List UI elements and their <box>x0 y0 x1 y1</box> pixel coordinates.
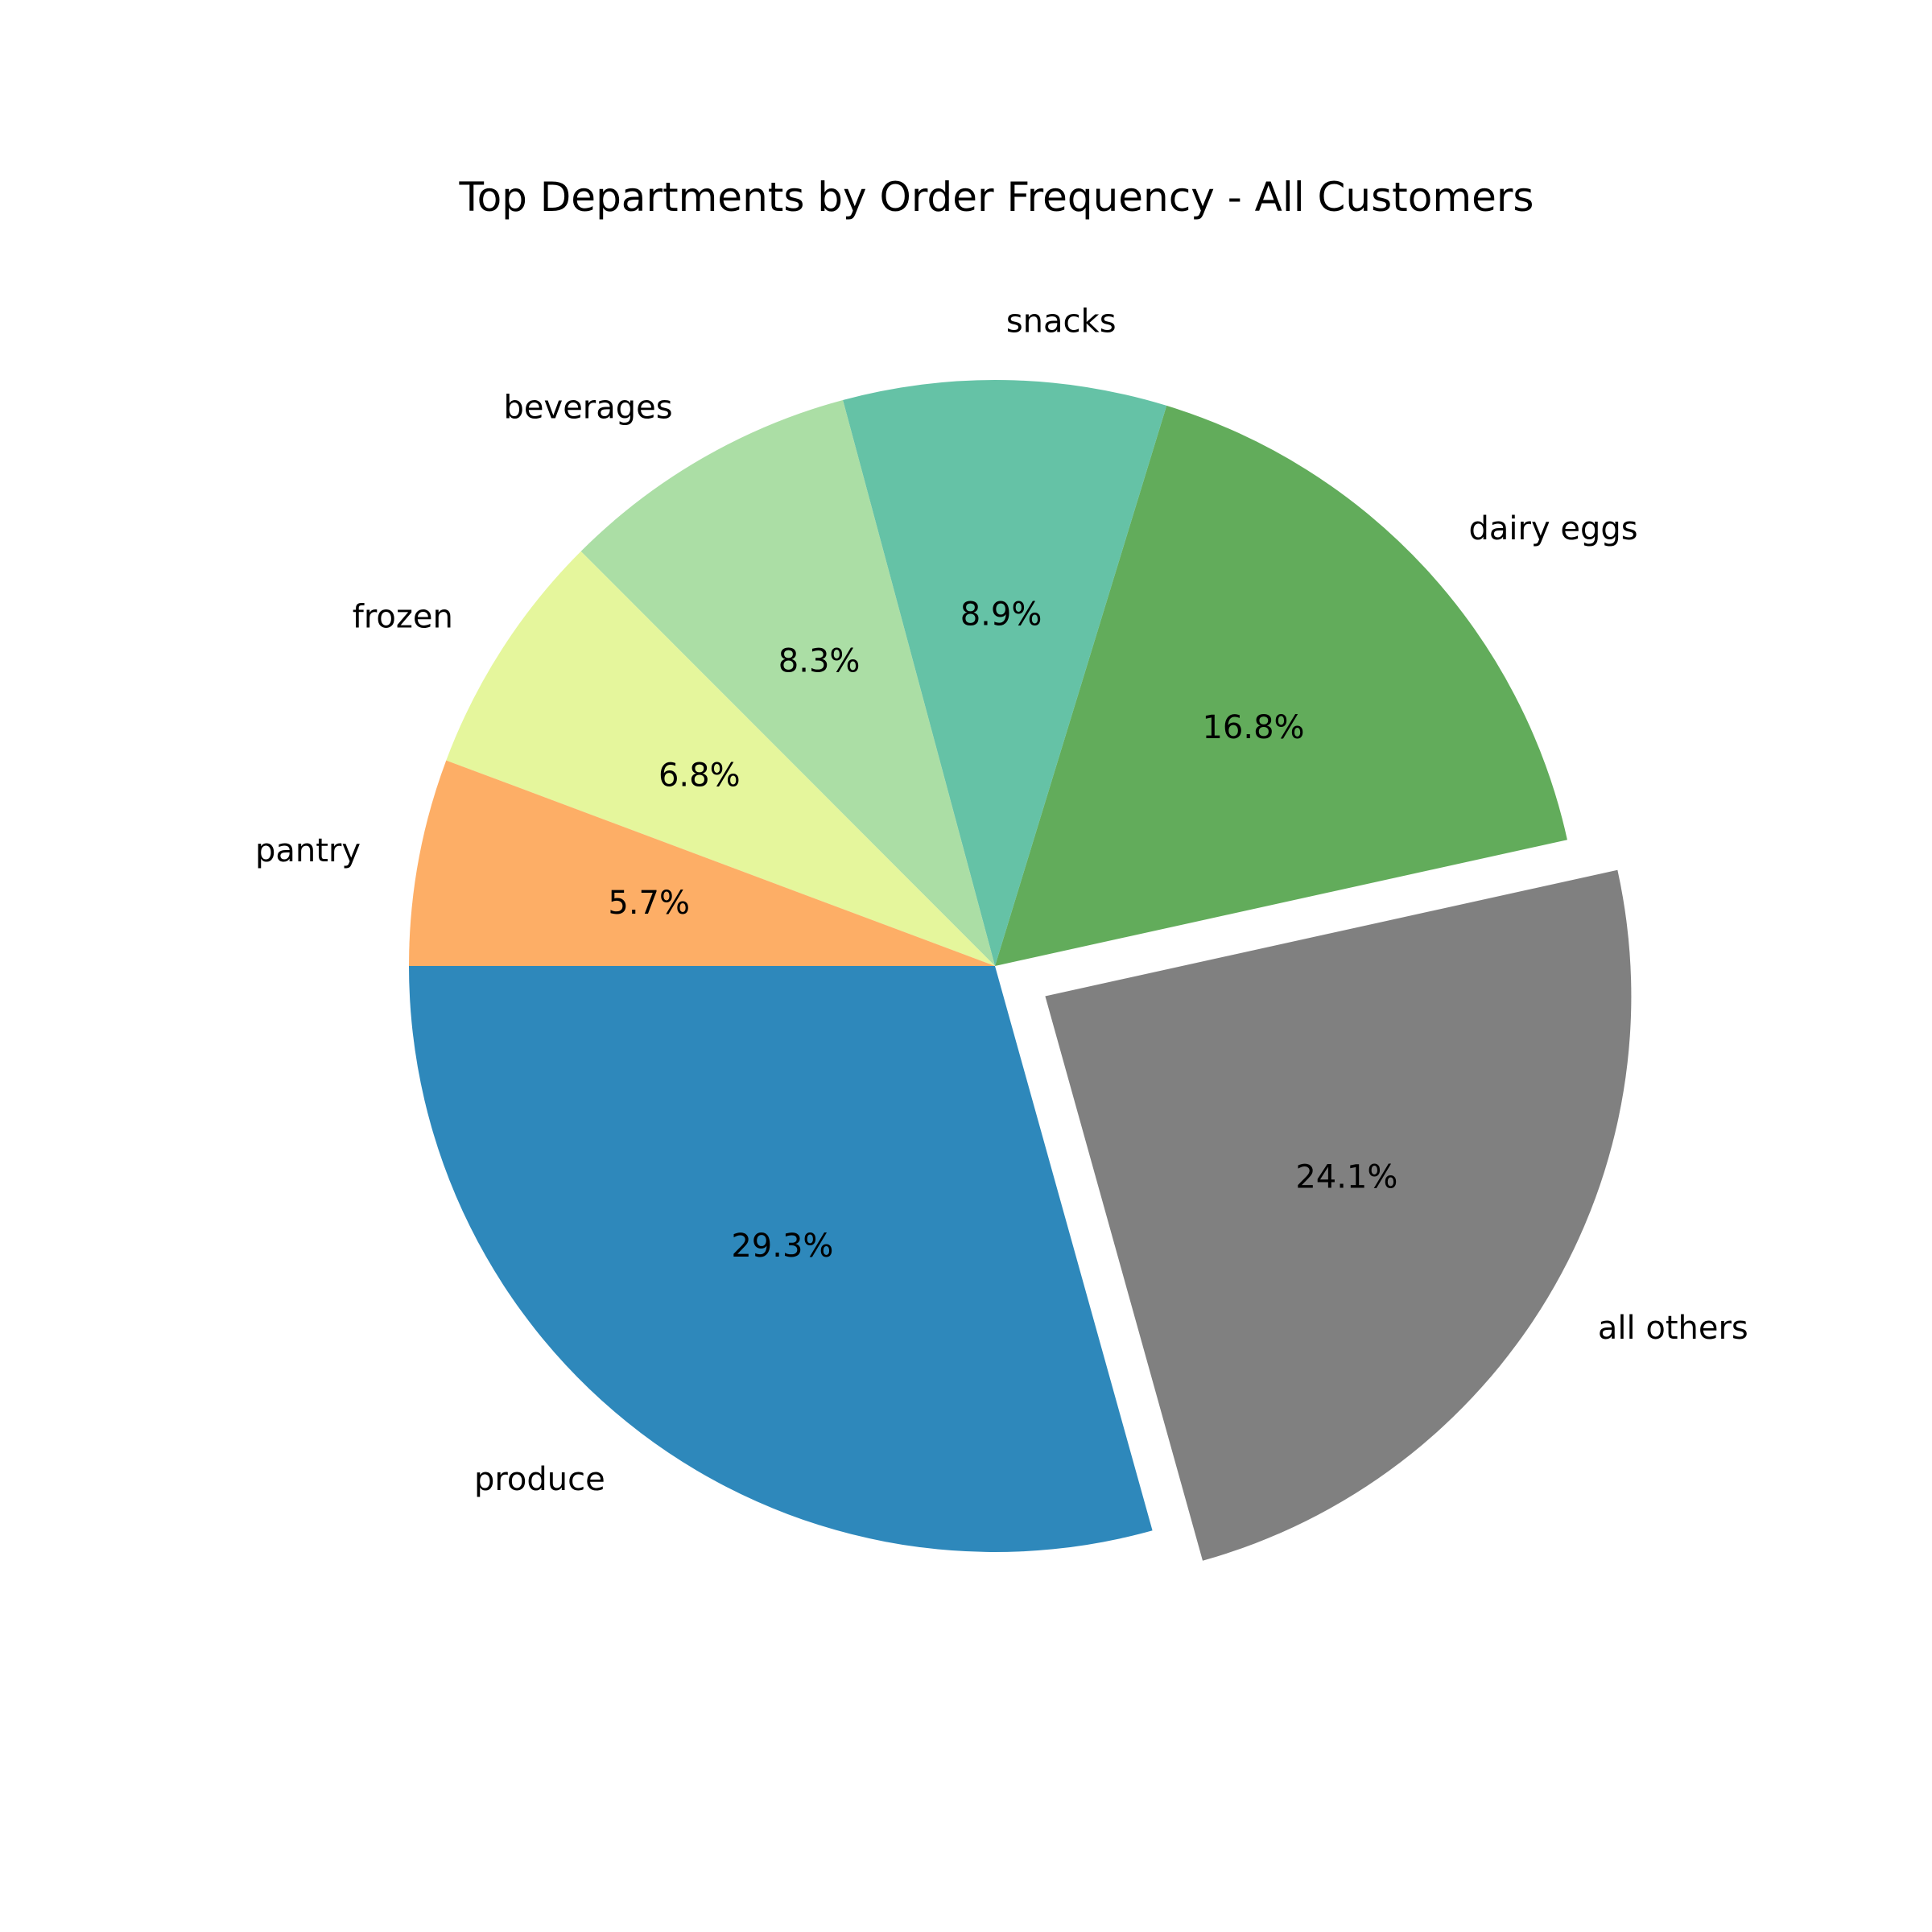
slice-percent-label: 24.1% <box>1295 1158 1397 1195</box>
pie-slice-all-others <box>1045 869 1632 1561</box>
slice-label: all others <box>1598 1310 1748 1347</box>
slice-label: frozen <box>353 598 453 635</box>
pie-slice-beverages <box>580 399 995 966</box>
slice-percent-label: 8.9% <box>960 596 1042 633</box>
slice-label: produce <box>474 1461 605 1498</box>
slice-percent-label: 5.7% <box>608 885 690 922</box>
pie-slice-snacks <box>843 380 1167 967</box>
slice-percent-label: 6.8% <box>658 757 741 794</box>
pie-slice-pantry <box>409 760 995 966</box>
slice-label: snacks <box>1006 303 1117 340</box>
slice-label: dairy eggs <box>1468 510 1637 547</box>
slice-label: pantry <box>255 832 361 869</box>
slice-percent-label: 8.3% <box>778 643 861 680</box>
pie-slice-dairy-eggs <box>995 405 1567 966</box>
slice-label: beverages <box>504 389 673 426</box>
slice-percent-label: 29.3% <box>731 1228 833 1265</box>
pie-slices <box>409 380 1632 1561</box>
slice-percent-label: 16.8% <box>1202 709 1304 746</box>
pie-slice-produce <box>409 966 1153 1552</box>
pie-labels: produce 29.3% all others 24.1% dairy eggs 16.… <box>255 303 1748 1497</box>
pie-slice-frozen <box>446 551 995 966</box>
chart-title: Top Departments by Order Frequency - All… <box>459 174 1534 221</box>
